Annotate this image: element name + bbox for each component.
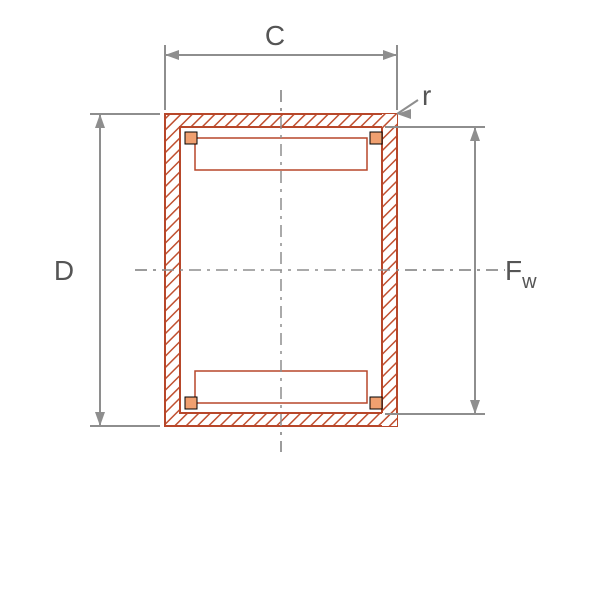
cage-corner-3 (370, 397, 382, 409)
dimension-label-c: C (265, 20, 285, 51)
dimension-label-r: r (422, 80, 431, 111)
dimension-label-d: D (54, 255, 74, 286)
cage-corner-0 (185, 132, 197, 144)
cage-corner-2 (185, 397, 197, 409)
bearing-cross-section-diagram: C D Fw r (0, 0, 600, 600)
cage-corner-1 (370, 132, 382, 144)
dimension-label-fw: Fw (505, 255, 537, 293)
